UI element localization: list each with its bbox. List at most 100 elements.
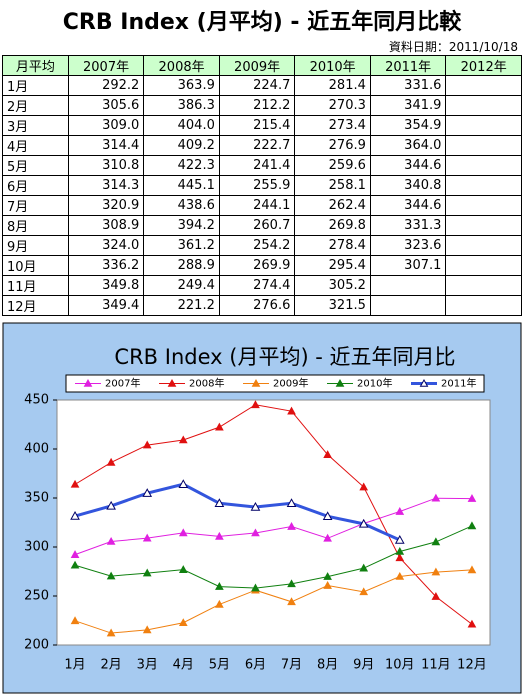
- data-point: [467, 619, 477, 628]
- data-point: [251, 400, 260, 409]
- table-cell: 324.0: [67, 235, 145, 256]
- data-date: 資料日期：2011/10/18: [388, 40, 518, 54]
- table-cell: 224.7: [218, 75, 296, 96]
- table-cell: 305.2: [294, 275, 371, 296]
- data-point: [359, 587, 369, 596]
- table-cell: 9月: [2, 235, 69, 256]
- table-row: 9月 324.0 361.2 254.2 278.4 323.6: [2, 235, 522, 256]
- table-cell: [445, 195, 522, 216]
- table-cell: 295.4: [294, 255, 371, 276]
- data-point: [178, 435, 188, 444]
- header-cell: 2012年: [445, 55, 522, 76]
- table-cell: 308.9: [67, 215, 145, 236]
- table-row: 4月 314.4 409.2 222.7 276.9 364.0: [2, 135, 522, 156]
- table-cell: 260.7: [218, 215, 296, 236]
- legend-marker: [167, 378, 177, 387]
- x-tick-label: 1月: [64, 658, 85, 673]
- x-tick-label: 8月: [317, 658, 338, 673]
- table-cell: 309.0: [67, 115, 145, 136]
- table-cell: 344.6: [369, 195, 447, 216]
- data-point: [214, 498, 225, 507]
- legend-label: 2010年: [357, 377, 392, 390]
- table-cell: 331.6: [369, 75, 447, 96]
- data-point: [431, 493, 441, 502]
- table-cell: [445, 75, 522, 96]
- table-title: CRB Index (月平均) - 近五年同月比較: [62, 10, 462, 35]
- table-cell: [445, 235, 522, 256]
- y-tick-label: 300: [24, 540, 49, 555]
- table-cell: 4月: [2, 135, 69, 156]
- table-cell: 212.2: [218, 95, 296, 116]
- table-cell: 241.4: [218, 155, 296, 176]
- table-cell: 215.4: [218, 115, 296, 136]
- table-cell: 349.8: [67, 275, 145, 296]
- table-cell: 244.1: [218, 195, 296, 216]
- table-row: 1月 292.2 363.9 224.7 281.4 331.6: [2, 75, 522, 96]
- table-cell: [445, 295, 522, 316]
- data-point: [394, 535, 405, 544]
- data-point: [395, 506, 405, 515]
- data-point: [106, 571, 116, 580]
- table-cell: 7月: [2, 195, 69, 216]
- table-cell: [445, 255, 522, 276]
- data-point: [178, 528, 188, 537]
- table-cell: 258.1: [294, 175, 371, 196]
- table-row: 5月 310.8 422.3 241.4 259.6 344.6: [2, 155, 522, 176]
- x-tick-label: 11月: [421, 658, 451, 673]
- table-cell: 259.6: [294, 155, 371, 176]
- data-point: [323, 450, 332, 458]
- table-cell: 5月: [2, 155, 69, 176]
- data-table: 月平均 2007年 2008年 2009年 2010年 2011年 2012年 1月 292.2…: [2, 55, 522, 316]
- table-cell: [445, 155, 522, 176]
- table-cell: 255.9: [218, 175, 296, 196]
- data-point: [359, 482, 369, 491]
- table-cell: [445, 215, 522, 236]
- table-cell: 270.3: [294, 95, 371, 116]
- table-cell: 254.2: [218, 235, 296, 256]
- legend-marker: [251, 378, 261, 387]
- table-cell: 336.2: [67, 255, 145, 276]
- table-cell: 6月: [2, 175, 69, 196]
- table-cell: 12月: [2, 295, 69, 316]
- data-point: [395, 553, 405, 562]
- data-point: [106, 457, 116, 466]
- table-cell: [445, 95, 522, 116]
- table-row: 2月 305.6 386.3 212.2 270.3 341.9: [2, 95, 522, 116]
- series-line: [74, 525, 473, 589]
- x-tick-label: 3月: [137, 658, 158, 673]
- table-cell: 278.4: [294, 235, 371, 256]
- data-point: [431, 537, 441, 546]
- legend-marker: [83, 378, 93, 387]
- data-point: [287, 521, 296, 530]
- header-cell: 2010年: [294, 55, 371, 76]
- header-cell: 2007年: [67, 55, 145, 76]
- y-tick-label: 450: [24, 393, 49, 408]
- legend: [65, 374, 485, 393]
- x-tick-label: 4月: [173, 658, 194, 673]
- data-point: [467, 565, 477, 574]
- data-point: [287, 406, 296, 415]
- table-row: 7月 320.9 438.6 244.1 262.4 344.6: [2, 195, 522, 216]
- x-tick-label: 7月: [281, 658, 302, 673]
- table-cell: 340.8: [369, 175, 447, 196]
- x-tick-label: 9月: [353, 658, 374, 673]
- data-point: [395, 571, 405, 580]
- table-cell: 349.4: [67, 295, 145, 316]
- table-cell: 314.4: [67, 135, 145, 156]
- header-cell: 2009年: [218, 55, 296, 76]
- table-cell: 249.4: [143, 275, 220, 296]
- legend-label: 2009年: [273, 377, 308, 390]
- table-cell: 281.4: [294, 75, 371, 96]
- data-point: [178, 479, 189, 488]
- table-cell: 274.4: [218, 275, 296, 296]
- chart-title: CRB Index (月平均) - 近五年同月比: [114, 345, 455, 369]
- data-point: [142, 488, 153, 497]
- chart: CRB Index (月平均) - 近五年同月比 200 250 300 350 400…: [2, 322, 522, 694]
- table-row: 6月 314.3 445.1 255.9 258.1 340.8: [2, 175, 522, 196]
- table-cell: 269.9: [218, 255, 296, 276]
- table-row: 8月 308.9 394.2 260.7 269.8 331.3: [2, 215, 522, 236]
- table-cell: 288.9: [143, 255, 220, 276]
- table-cell: 8月: [2, 215, 69, 236]
- table-cell: 262.4: [294, 195, 371, 216]
